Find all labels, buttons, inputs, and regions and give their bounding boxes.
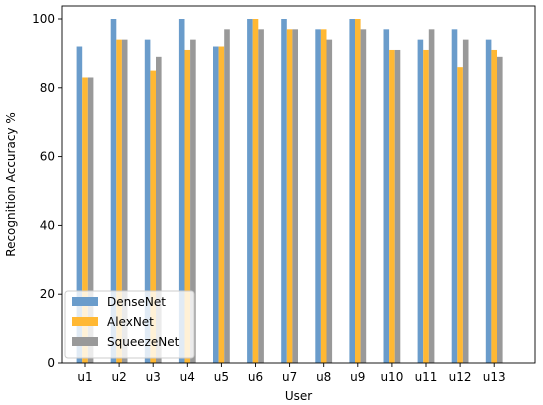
bar-alexnet-u12: [457, 67, 463, 363]
x-tick-label-u8: u8: [316, 370, 331, 384]
bar-densenet-u7: [281, 19, 287, 363]
y-tick-label-100: 100: [32, 12, 55, 26]
bar-alexnet-u2: [116, 39, 122, 363]
bar-squeezenet-u13: [497, 56, 503, 364]
bar-densenet-u12: [451, 29, 458, 363]
bar-densenet-u3: [144, 39, 151, 363]
bar-squeezenet-u9: [360, 29, 367, 363]
bar-densenet-u4: [178, 19, 185, 363]
y-tick-label-80: 80: [40, 81, 55, 95]
bar-alexnet-u8: [320, 29, 327, 363]
y-tick-label-0: 0: [47, 356, 55, 370]
bar-densenet-u11: [417, 39, 424, 363]
bar-squeezenet-u11: [428, 29, 435, 363]
bar-alexnet-u5: [218, 46, 225, 364]
legend-swatch-densenet: [72, 297, 98, 306]
bar-squeezenet-u5: [224, 29, 230, 363]
bar-squeezenet-u7: [292, 29, 298, 363]
x-tick-label-u1: u1: [77, 370, 92, 384]
bar-squeezenet-u1: [87, 77, 94, 363]
bar-alexnet-u11: [423, 49, 429, 364]
bar-squeezenet-u2: [121, 39, 128, 363]
y-axis-label: Recognition Accuracy %: [4, 112, 18, 256]
x-axis-label: User: [285, 389, 312, 403]
bar-alexnet-u10: [389, 49, 395, 364]
bar-alexnet-u9: [355, 19, 361, 363]
bar-densenet-u1: [76, 46, 83, 364]
bar-squeezenet-u3: [156, 56, 162, 364]
bar-squeezenet-u4: [190, 39, 196, 363]
bar-densenet-u10: [383, 29, 390, 363]
bar-alexnet-u7: [286, 29, 293, 363]
bar-squeezenet-u12: [462, 39, 469, 363]
x-tick-label-u9: u9: [350, 370, 365, 384]
legend-swatch-alexnet: [72, 317, 98, 326]
x-tick-label-u12: u12: [449, 370, 472, 384]
bar-densenet-u5: [213, 46, 219, 364]
x-tick-label-u11: u11: [415, 370, 438, 384]
bar-densenet-u8: [315, 29, 321, 363]
x-tick-label-u4: u4: [180, 370, 195, 384]
bar-alexnet-u4: [184, 49, 191, 364]
y-tick-label-60: 60: [40, 150, 55, 164]
bar-squeezenet-u6: [258, 29, 264, 363]
plot-frame: [61, 5, 536, 364]
legend-label-squeezenet: SqueezeNet: [107, 335, 180, 349]
x-tick-label-u6: u6: [248, 370, 263, 384]
bar-alexnet-u6: [252, 19, 259, 363]
legend-label-alexnet: AlexNet: [107, 315, 154, 329]
bar-densenet-u6: [247, 19, 253, 363]
x-tick-label-u7: u7: [282, 370, 297, 384]
bar-densenet-u2: [110, 19, 117, 363]
x-tick-label-u13: u13: [483, 370, 506, 384]
x-tick-label-u2: u2: [111, 370, 126, 384]
legend: DenseNet AlexNet SqueezeNet: [64, 290, 195, 359]
legend-label-densenet: DenseNet: [107, 295, 166, 309]
bar-alexnet-u3: [150, 70, 156, 363]
legend-swatch-squeezenet: [72, 337, 98, 346]
bar-alexnet-u1: [82, 77, 88, 363]
bars-layer: [76, 19, 503, 364]
bar-squeezenet-u8: [326, 39, 333, 363]
y-tick-label-20: 20: [40, 287, 55, 301]
x-tick-label-u3: u3: [146, 370, 161, 384]
x-tick-label-u5: u5: [214, 370, 229, 384]
bar-squeezenet-u10: [394, 49, 401, 364]
x-tick-label-u10: u10: [380, 370, 403, 384]
y-tick-label-40: 40: [40, 218, 55, 232]
axes-layer: u1 u2 u3 u4 u5 u6 u7 u8 u9 u10 u11 u12 u13 0 20 40 60 80 1…: [32, 5, 536, 384]
bar-alexnet-u13: [491, 49, 497, 364]
bar-densenet-u9: [349, 19, 355, 363]
bar-densenet-u13: [485, 39, 492, 363]
